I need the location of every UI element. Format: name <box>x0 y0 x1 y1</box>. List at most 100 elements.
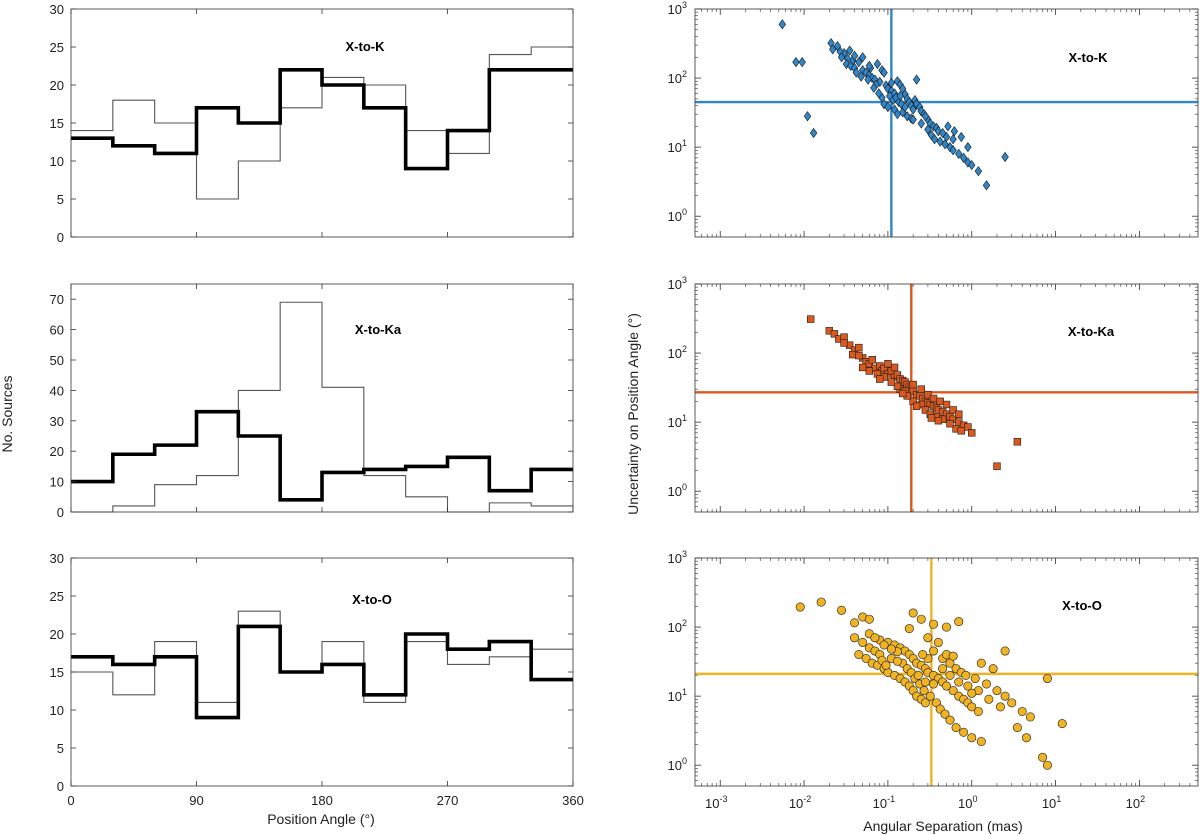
data-point <box>909 380 917 389</box>
data-point <box>887 378 896 386</box>
data-point <box>884 360 892 368</box>
data-point <box>921 406 930 414</box>
data-point <box>837 52 846 63</box>
x-tick-label: 90 <box>189 793 203 808</box>
data-point <box>957 131 965 143</box>
data-point <box>995 702 1005 712</box>
data-point <box>854 650 864 660</box>
plot-frame <box>694 283 1199 513</box>
data-point <box>829 44 837 55</box>
data-point <box>929 394 938 403</box>
data-point <box>945 715 955 725</box>
data-point <box>792 57 800 68</box>
data-point <box>858 637 868 647</box>
y-tick-label: 100 <box>668 756 687 773</box>
data-point <box>967 733 977 743</box>
data-point <box>936 397 944 406</box>
y-tick-label: 20 <box>50 627 64 642</box>
y-tick-label: 5 <box>57 192 64 207</box>
data-point <box>916 614 926 624</box>
data-point <box>870 633 880 643</box>
data-point <box>924 124 932 135</box>
data-point <box>868 356 876 364</box>
data-point <box>803 111 812 122</box>
data-point <box>968 429 976 437</box>
data-point <box>912 74 921 85</box>
data-point <box>909 104 917 115</box>
data-point <box>1042 674 1052 684</box>
data-point <box>875 88 883 99</box>
data-point <box>1012 723 1022 733</box>
data-point <box>1007 698 1017 708</box>
data-point <box>929 619 939 629</box>
data-point <box>946 419 954 428</box>
data-point <box>959 727 969 737</box>
panels: 051015202530X-to-K010203040506070X-to-Ka… <box>50 0 1199 811</box>
y-tick-label: 0 <box>57 779 64 794</box>
data-point <box>901 101 909 113</box>
data-point <box>933 637 943 647</box>
data-point <box>1057 719 1067 729</box>
data-point <box>949 406 957 414</box>
data-point <box>959 152 968 163</box>
data-point <box>892 656 902 666</box>
data-point <box>904 624 914 634</box>
y-tick-label: 50 <box>50 353 64 368</box>
x-tick-label: 180 <box>311 793 333 808</box>
y-tick-label: 10 <box>50 475 64 490</box>
y-tick-label: 10 <box>50 703 64 718</box>
y-tick-label: 102 <box>668 344 687 361</box>
y-tick-label: 0 <box>57 505 64 520</box>
panel-title: X-to-Ka <box>1068 324 1115 339</box>
data-point <box>988 664 998 674</box>
data-point <box>880 67 888 78</box>
data-point <box>865 367 874 375</box>
data-point <box>778 19 786 30</box>
data-point <box>830 330 839 338</box>
data-point <box>970 674 980 684</box>
y-tick-label: 40 <box>50 383 64 398</box>
data-point <box>896 90 904 102</box>
data-point <box>968 159 976 171</box>
y-tick-label: 101 <box>668 413 687 430</box>
data-point <box>919 686 929 696</box>
y-tick-label: 103 <box>668 549 687 566</box>
data-point <box>936 136 944 147</box>
data-point <box>1042 760 1052 770</box>
data-point <box>837 605 847 615</box>
y-tick-label: 25 <box>50 40 64 55</box>
series-thin <box>71 301 573 513</box>
data-point <box>848 350 857 359</box>
y-tick-label: 103 <box>668 275 687 292</box>
y-tick-label: 15 <box>50 116 64 131</box>
data-point <box>909 114 917 125</box>
panel-title: X-to-O <box>1062 598 1102 613</box>
y-tick-label: 15 <box>50 665 64 680</box>
data-point <box>967 702 977 712</box>
y-tick-label: 70 <box>50 292 64 307</box>
data-point <box>1025 712 1035 722</box>
x-tick-label: 270 <box>437 793 459 808</box>
data-point <box>964 423 972 431</box>
data-point <box>976 658 986 668</box>
data-point <box>1001 151 1009 163</box>
data-point <box>927 414 936 422</box>
data-point <box>855 343 863 352</box>
data-point <box>807 315 815 323</box>
data-point <box>880 364 888 373</box>
x-tick-label: 102 <box>1126 794 1145 811</box>
right-y-axis-label: Uncertainty on Position Angle (°) <box>625 313 641 515</box>
plot-frame <box>694 8 1199 238</box>
data-point <box>1000 646 1010 656</box>
y-tick-label: 20 <box>50 78 64 93</box>
data-point <box>954 677 964 687</box>
data-point <box>870 82 878 94</box>
x-tick-label: 101 <box>1042 794 1061 811</box>
panel-title: X-to-Ka <box>355 322 402 337</box>
data-point <box>930 134 939 145</box>
data-point <box>945 670 955 680</box>
data-point <box>942 400 951 409</box>
data-point <box>873 58 882 70</box>
data-point <box>923 633 933 643</box>
y-tick-label: 102 <box>668 69 687 86</box>
